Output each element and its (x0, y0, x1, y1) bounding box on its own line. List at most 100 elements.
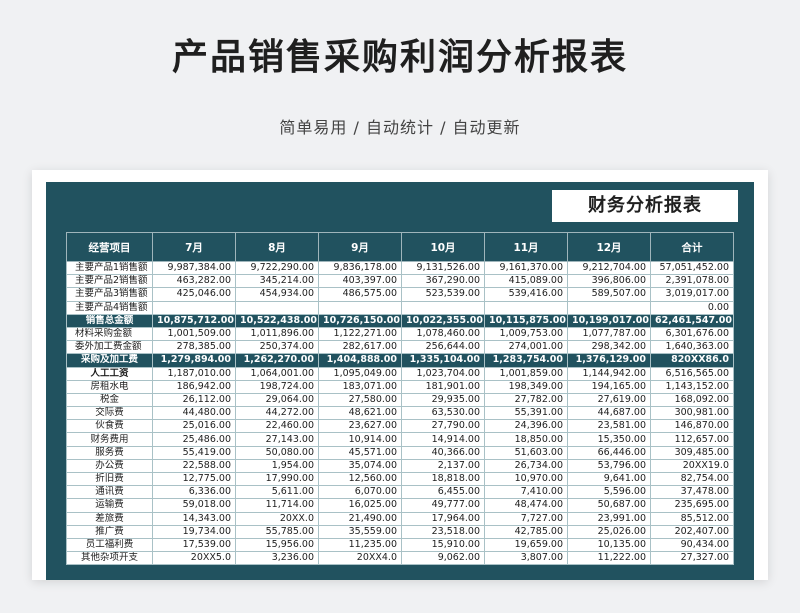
row-label: 折旧费 (66, 471, 153, 487)
value-cell: 20XX4.0 (318, 551, 402, 566)
total-cell: 202,407.00 (650, 524, 734, 539)
value-cell: 1,404,888.00 (318, 353, 402, 368)
row-label: 主要产品2销售额 (66, 274, 153, 289)
header-jul: 7月 (152, 232, 236, 262)
value-cell: 198,724.00 (235, 379, 319, 394)
value-cell: 11,222.00 (567, 551, 651, 566)
table-row: 委外加工费金额 278,385.00 250,374.00 282,617.00 256… (66, 340, 734, 355)
value-cell: 6,070.00 (318, 485, 402, 500)
value-cell: 9,722,290.00 (235, 260, 319, 276)
total-cell: 300,981.00 (650, 406, 734, 421)
value-cell: 55,419.00 (152, 445, 236, 460)
value-cell: 26,112.00 (152, 392, 236, 408)
value-cell: 29,064.00 (235, 392, 319, 408)
report-title-badge: 财务分析报表 (552, 190, 738, 222)
value-cell: 16,025.00 (318, 498, 402, 513)
row-label: 伙食费 (66, 419, 153, 434)
value-cell (152, 300, 236, 315)
value-cell: 1,011,896.00 (235, 326, 319, 342)
table-row: 房租水电 186,942.00 198,724.00 183,071.00 181,90… (66, 379, 734, 394)
value-cell: 26,734.00 (484, 458, 568, 474)
value-cell: 1,262,270.00 (235, 353, 319, 368)
value-cell: 19,659.00 (484, 537, 568, 553)
value-cell: 1,335,104.00 (401, 353, 485, 368)
value-cell: 23,991.00 (567, 511, 651, 526)
value-cell: 44,272.00 (235, 406, 319, 421)
value-cell: 486,575.00 (318, 287, 402, 302)
value-cell: 50,687.00 (567, 498, 651, 513)
total-cell: 1,143,152.00 (650, 379, 734, 394)
value-cell: 3,236.00 (235, 551, 319, 566)
value-cell: 1,376,129.00 (567, 353, 651, 368)
table-row: 采购及加工费 1,279,894.00 1,262,270.00 1,404,888.… (66, 353, 734, 368)
value-cell (567, 300, 651, 315)
value-cell: 425,046.00 (152, 287, 236, 302)
value-cell: 15,956.00 (235, 537, 319, 553)
value-cell: 10,522,438.00 (235, 313, 319, 328)
row-label: 服务费 (66, 445, 153, 460)
report-sheet: 财务分析报表 经营项目 7月 8月 9月 10月 11月 12月 合计 主要产品… (46, 182, 754, 580)
row-label: 材料采购金额 (66, 326, 153, 342)
total-cell: 6,301,676.00 (650, 326, 734, 342)
table-header-row: 经营项目 7月 8月 9月 10月 11月 12月 合计 (66, 232, 734, 262)
value-cell: 48,474.00 (484, 498, 568, 513)
value-cell: 10,875,712.00 (152, 313, 236, 328)
value-cell: 282,617.00 (318, 340, 402, 355)
page-title: 产品销售采购利润分析报表 (171, 37, 628, 78)
value-cell: 18,850.00 (484, 432, 568, 447)
row-label: 运输费 (66, 498, 153, 513)
table-row: 通讯费 6,336.00 5,611.00 6,070.00 6,455.00 7,410… (66, 485, 734, 500)
row-label: 税金 (66, 392, 153, 408)
table-row: 交际费 44,480.00 44,272.00 48,621.00 63,530.00 5… (66, 406, 734, 421)
row-label: 委外加工费金额 (66, 340, 153, 355)
value-cell: 523,539.00 (401, 287, 485, 302)
value-cell: 274,001.00 (484, 340, 568, 355)
value-cell: 1,064,001.00 (235, 366, 319, 381)
row-label: 采购及加工费 (66, 353, 153, 368)
table-row: 服务费 55,419.00 50,080.00 45,571.00 40,366.00 5… (66, 445, 734, 460)
value-cell: 1,023,704.00 (401, 366, 485, 381)
value-cell: 1,001,509.00 (152, 326, 236, 342)
total-cell: 146,870.00 (650, 419, 734, 434)
value-cell: 23,627.00 (318, 419, 402, 434)
value-cell: 1,001,859.00 (484, 366, 568, 381)
value-cell: 17,990.00 (235, 471, 319, 487)
total-cell: 1,640,363.00 (650, 340, 734, 355)
value-cell: 19,734.00 (152, 524, 236, 539)
value-cell: 3,807.00 (484, 551, 568, 566)
total-cell: 82,754.00 (650, 471, 734, 487)
value-cell: 23,581.00 (567, 419, 651, 434)
header-oct: 10月 (401, 232, 485, 262)
total-cell: 27,327.00 (650, 551, 734, 566)
value-cell: 55,391.00 (484, 406, 568, 421)
row-label: 推广费 (66, 524, 153, 539)
row-label: 财务费用 (66, 432, 153, 447)
total-cell: 57,051,452.00 (650, 260, 734, 276)
value-cell: 35,559.00 (318, 524, 402, 539)
value-cell: 10,022,355.00 (401, 313, 485, 328)
value-cell: 2,137.00 (401, 458, 485, 474)
table-row: 员工福利费 17,539.00 15,956.00 11,235.00 15,910.0… (66, 537, 734, 553)
value-cell: 1,144,942.00 (567, 366, 651, 381)
row-label: 主要产品3销售额 (66, 287, 153, 302)
row-label: 其他杂项开支 (66, 551, 153, 566)
value-cell: 27,619.00 (567, 392, 651, 408)
row-label: 主要产品1销售额 (66, 260, 153, 276)
value-cell: 21,490.00 (318, 511, 402, 526)
value-cell: 183,071.00 (318, 379, 402, 394)
table-row: 差旅费 14,343.00 20XX.0 21,490.00 17,964.00 7,72… (66, 511, 734, 526)
value-cell: 1,009,753.00 (484, 326, 568, 342)
value-cell: 415,089.00 (484, 274, 568, 289)
total-cell: 235,695.00 (650, 498, 734, 513)
table-row: 其他杂项开支 20XX5.0 3,236.00 20XX4.0 9,062.00 3,80… (66, 551, 734, 566)
value-cell: 9,212,704.00 (567, 260, 651, 276)
value-cell: 250,374.00 (235, 340, 319, 355)
finance-table: 经营项目 7月 8月 9月 10月 11月 12月 合计 主要产品1销售额 9,9… (66, 232, 734, 566)
subtitle: 简单易用 / 自动统计 / 自动更新 (279, 118, 521, 137)
table-row: 材料采购金额 1,001,509.00 1,011,896.00 1,122,271.… (66, 326, 734, 342)
value-cell: 186,942.00 (152, 379, 236, 394)
value-cell: 1,279,894.00 (152, 353, 236, 368)
total-cell: 112,657.00 (650, 432, 734, 447)
value-cell: 11,235.00 (318, 537, 402, 553)
value-cell: 7,727.00 (484, 511, 568, 526)
